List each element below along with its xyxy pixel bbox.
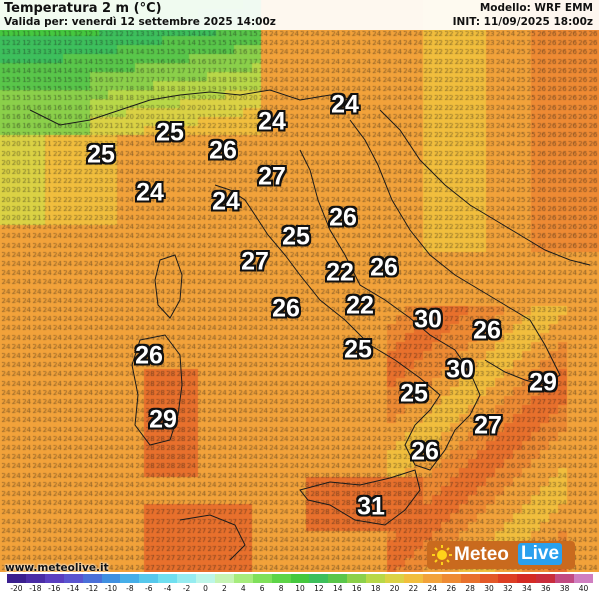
legend-swatch <box>555 574 575 583</box>
legend-tick-label: 12 <box>314 584 324 593</box>
legend-swatch <box>120 574 140 583</box>
init-time: INIT: 11/09/2025 18:00z <box>452 16 593 28</box>
legend-tick-label: -20 <box>10 584 23 593</box>
legend-swatch <box>271 574 292 583</box>
legend-swatch <box>366 574 386 583</box>
legend-swatch <box>233 574 254 583</box>
legend-tick-label: 40 <box>578 584 589 593</box>
legend-tick-label: 38 <box>559 584 570 593</box>
legend-swatch <box>328 574 348 583</box>
legend-tick-label: -10 <box>104 584 118 593</box>
legend-swatch <box>309 574 329 583</box>
legend-swatch <box>460 574 481 583</box>
legend-tick-label: -6 <box>145 584 153 593</box>
italy-adriatic-coast <box>349 119 561 386</box>
logo-text-live: Live <box>518 543 563 565</box>
legend-tick-label: 18 <box>370 584 381 593</box>
sun-icon <box>432 545 452 565</box>
legend-swatch <box>536 574 556 583</box>
legend-swatch <box>422 574 443 583</box>
legend-swatch <box>441 574 462 583</box>
map-header: Temperatura 2 m (°C) Valida per: venerdì… <box>0 0 599 30</box>
legend-tick-label: -8 <box>126 584 134 593</box>
legend-swatch <box>44 574 65 583</box>
legend-swatch <box>517 574 537 583</box>
legend-tick-label: -14 <box>67 584 80 593</box>
legend-tick-label: -18 <box>29 584 42 593</box>
tunisia-coast <box>179 514 246 561</box>
temperature-field-map <box>0 0 599 572</box>
legend-tick-label: -2 <box>182 584 191 593</box>
legend-tick-label: 14 <box>333 584 343 593</box>
legend-swatch <box>196 574 216 583</box>
legend-swatch <box>101 574 121 583</box>
legend-tick-label: 22 <box>408 584 419 593</box>
legend-tick-label: -4 <box>163 584 172 593</box>
legend-tick-label: 2 <box>221 584 227 593</box>
balkan-coast <box>379 109 591 266</box>
alps-border <box>29 89 356 126</box>
model-name: Modello: WRF EMM <box>479 2 593 14</box>
legend-tick-label: 8 <box>278 584 284 593</box>
legend-tick-label: 0 <box>203 584 208 593</box>
meteolive-logo: Meteo Live <box>427 541 575 569</box>
legend-swatch <box>479 574 499 583</box>
legend-swatch <box>25 574 46 583</box>
legend-swatch <box>498 574 518 583</box>
sardinia-coast <box>131 334 183 446</box>
legend-swatch <box>385 574 405 583</box>
legend-swatch <box>252 574 273 583</box>
legend-tick-label: 36 <box>540 584 551 593</box>
legend-tick-label: 30 <box>484 584 494 593</box>
color-legend: -20 -18 -16 -14 -12 -10 -8 -6 -4 -2 0 2 4 6 8 10 12 14 16 1… <box>0 572 599 596</box>
coastline-overlay <box>29 89 591 561</box>
legend-swatch <box>290 574 310 583</box>
legend-tick-label: 20 <box>389 584 400 593</box>
sicily-coast <box>299 469 421 526</box>
legend-swatch <box>82 574 102 583</box>
legend-tick-label: 4 <box>240 584 246 593</box>
legend-tick-label: 24 <box>427 584 438 593</box>
legend-tick-label: 10 <box>295 584 305 593</box>
legend-tick-label: 26 <box>446 584 456 593</box>
legend-tick-label: 16 <box>351 584 362 593</box>
map-title: Temperatura 2 m (°C) <box>4 1 162 16</box>
legend-swatch <box>158 574 178 583</box>
legend-tick-label: 32 <box>503 584 513 593</box>
legend-swatch <box>63 574 84 583</box>
website-url: www.meteolive.it <box>5 562 109 574</box>
logo-text-meteo: Meteo <box>454 544 509 565</box>
legend-swatch <box>347 574 367 583</box>
legend-swatch <box>403 574 424 583</box>
legend-tick-label: -16 <box>48 584 61 593</box>
legend-tick-label: -12 <box>85 584 99 593</box>
legend-tick-label: 34 <box>522 584 532 593</box>
corsica-coast <box>154 254 183 319</box>
valid-time: Valida per: venerdì 12 settembre 2025 14… <box>4 16 276 28</box>
legend-swatch <box>177 574 197 583</box>
legend-swatch <box>214 574 235 583</box>
legend-swatch <box>139 574 159 583</box>
legend-tick-label: 28 <box>465 584 475 593</box>
legend-swatch <box>574 574 594 583</box>
legend-tick-label: 6 <box>259 584 265 593</box>
legend-swatch <box>7 574 27 583</box>
italy-peninsula-coast <box>214 149 481 471</box>
legend-color-bar <box>7 574 594 583</box>
